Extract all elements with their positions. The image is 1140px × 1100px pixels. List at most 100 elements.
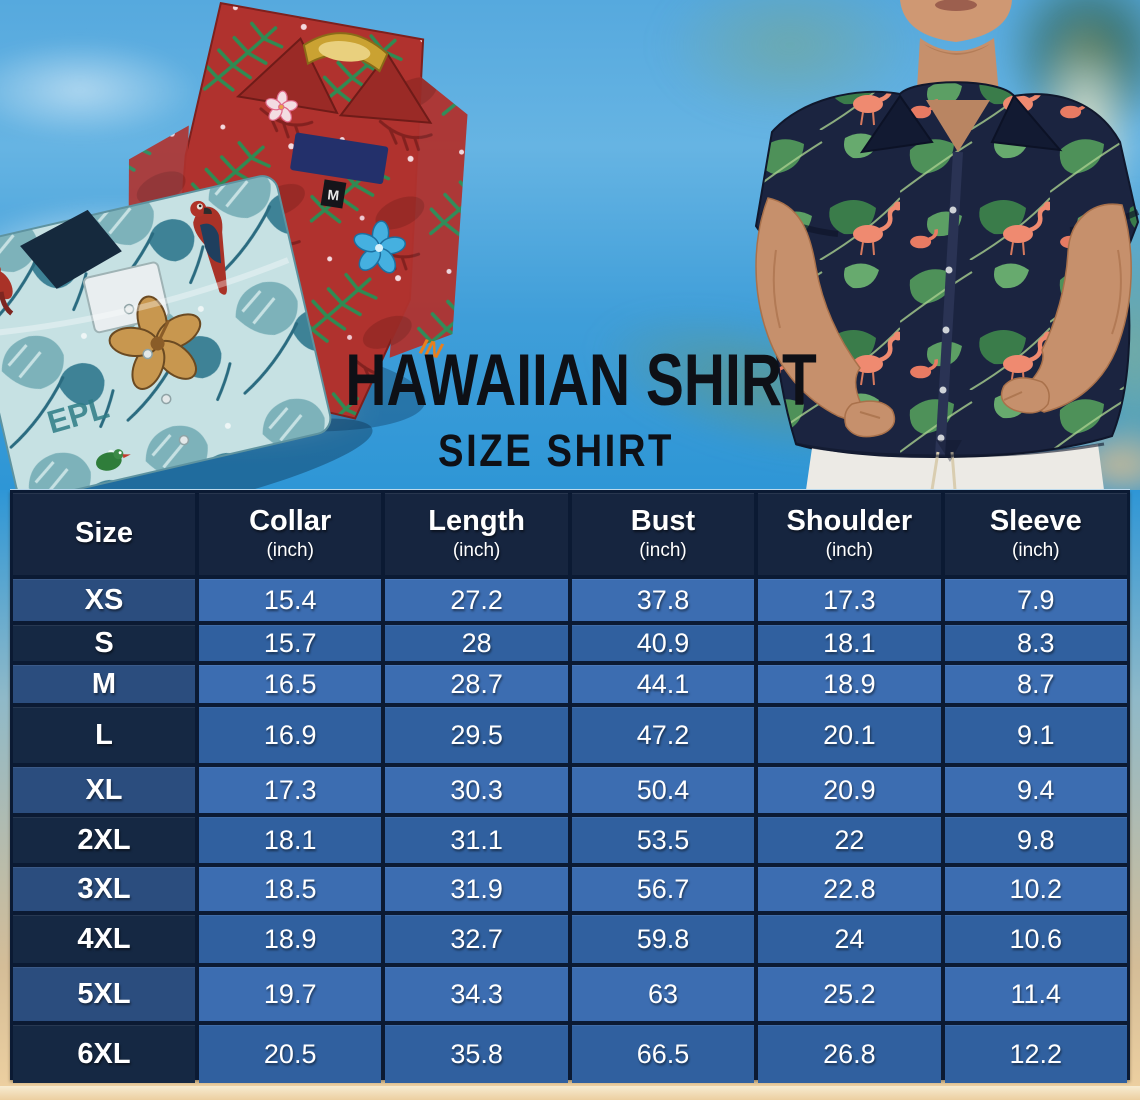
value-cell: 9.8 <box>944 817 1127 863</box>
value-cell: 24 <box>758 915 941 963</box>
value-cell: 26.8 <box>758 1025 941 1083</box>
column-header-shoulder: Shoulder (inch) <box>758 493 941 575</box>
size-cell: M <box>13 665 195 703</box>
value-cell: 18.9 <box>758 665 941 703</box>
value-cell: 56.7 <box>571 867 755 911</box>
model-right-hand <box>1000 377 1050 414</box>
value-cell: 15.4 <box>199 579 382 621</box>
column-header-label: Bust <box>630 505 696 538</box>
value-cell: 17.3 <box>758 579 941 621</box>
hero-photo-section: M <box>0 0 1140 510</box>
value-cell: 18.1 <box>758 625 941 661</box>
value-cell: 16.5 <box>199 665 382 703</box>
column-header-size: Size <box>13 493 195 575</box>
value-cell: 37.8 <box>571 579 755 621</box>
size-cell: S <box>13 625 195 661</box>
column-header-sleeve: Sleeve (inch) <box>944 493 1127 575</box>
model-chin <box>900 0 1012 42</box>
value-cell: 53.5 <box>571 817 755 863</box>
table-row: 6XL 20.5 35.8 66.5 26.8 12.2 <box>13 1025 1127 1083</box>
photo-scene: M <box>0 0 1140 490</box>
value-cell: 17.3 <box>199 767 382 813</box>
size-chart-section: Size Collar (inch) Length (inch) Bust (inch) Sh… <box>0 490 1140 1086</box>
value-cell: 19.7 <box>199 967 382 1021</box>
svg-text:M: M <box>327 186 340 203</box>
size-cell: 4XL <box>13 915 195 963</box>
column-header-label: Shoulder <box>786 505 913 538</box>
column-header-label: Length <box>428 505 525 538</box>
collar-left <box>859 94 934 154</box>
value-cell: 20.5 <box>199 1025 382 1083</box>
size-chart-table: Size Collar (inch) Length (inch) Bust (inch) Sh… <box>10 490 1130 1083</box>
column-header-length: Length (inch) <box>385 493 568 575</box>
value-cell: 66.5 <box>571 1025 755 1083</box>
value-cell: 28.7 <box>385 665 568 703</box>
value-cell: 18.5 <box>199 867 382 911</box>
value-cell: 35.8 <box>385 1025 568 1083</box>
button-placket <box>935 151 963 457</box>
parrot-small <box>0 263 14 316</box>
value-cell: 28 <box>385 625 568 661</box>
column-header-bust: Bust (inch) <box>571 493 755 575</box>
size-cell: 6XL <box>13 1025 195 1083</box>
shirt-buttons <box>937 206 957 442</box>
model-photo <box>754 0 1140 490</box>
value-cell: 10.2 <box>944 867 1127 911</box>
parrot <box>190 200 227 295</box>
size-cell: 2XL <box>13 817 195 863</box>
size-tag: M <box>320 179 347 209</box>
value-cell: 12.2 <box>944 1025 1127 1083</box>
value-cell: 9.4 <box>944 767 1127 813</box>
column-header-unit: (inch) <box>1012 539 1060 561</box>
column-header-unit: (inch) <box>452 539 501 561</box>
value-cell: 25.2 <box>758 967 941 1021</box>
column-header-unit: (inch) <box>639 539 687 561</box>
hibiscus-flower-blue <box>353 220 406 274</box>
collar-right <box>990 94 1063 152</box>
hummingbird <box>96 449 131 471</box>
column-header-label: Collar <box>249 505 332 538</box>
page-subtitle: SIZE SHIRT <box>438 425 674 476</box>
size-cell: 5XL <box>13 967 195 1021</box>
table-row: 2XL 18.1 31.1 53.5 22 9.8 <box>13 817 1127 863</box>
value-cell: 20.1 <box>758 707 941 763</box>
value-cell: 15.7 <box>199 625 382 661</box>
page-title: HAWAIIAN SHIRT <box>345 340 817 421</box>
table-row: S 15.7 28 40.9 18.1 8.3 <box>13 625 1127 661</box>
value-cell: 30.3 <box>385 767 568 813</box>
column-header-label: Sleeve <box>989 505 1082 538</box>
cloud-blur <box>0 40 200 140</box>
value-cell: 31.9 <box>385 867 568 911</box>
value-cell: 31.1 <box>385 817 568 863</box>
value-cell: 32.7 <box>385 915 568 963</box>
table-body: XS 15.4 27.2 37.8 17.3 7.9 S 15.7 28 40.9 18.1 8.3 M… <box>13 579 1127 1083</box>
table-row: XL 17.3 30.3 50.4 20.9 9.4 <box>13 767 1127 813</box>
value-cell: 8.7 <box>944 665 1127 703</box>
teal-hawaiian-shirt: EPL <box>0 175 373 490</box>
column-header-unit: (inch) <box>825 539 874 561</box>
folded-shirts-photo: M <box>0 1 468 490</box>
value-cell: 40.9 <box>571 625 755 661</box>
value-cell: 16.9 <box>199 707 382 763</box>
value-cell: 11.4 <box>944 967 1127 1021</box>
value-cell: 7.9 <box>944 579 1127 621</box>
value-cell: 50.4 <box>571 767 755 813</box>
column-header-label: Size <box>74 517 134 550</box>
neck-v <box>926 100 990 152</box>
value-cell: 9.1 <box>944 707 1127 763</box>
model-mouth <box>935 0 977 11</box>
value-cell: 8.3 <box>944 625 1127 661</box>
size-cell: 3XL <box>13 867 195 911</box>
table-row: L 16.9 29.5 47.2 20.1 9.1 <box>13 707 1127 763</box>
value-cell: 34.3 <box>385 967 568 1021</box>
size-cell: XL <box>13 767 195 813</box>
shirt-collar <box>20 209 122 289</box>
value-cell: 44.1 <box>571 665 755 703</box>
value-cell: 18.1 <box>199 817 382 863</box>
shirt-buttons <box>123 303 190 446</box>
value-cell: 29.5 <box>385 707 568 763</box>
size-cell: XS <box>13 579 195 621</box>
value-cell: 59.8 <box>571 915 755 963</box>
value-cell: 22.8 <box>758 867 941 911</box>
